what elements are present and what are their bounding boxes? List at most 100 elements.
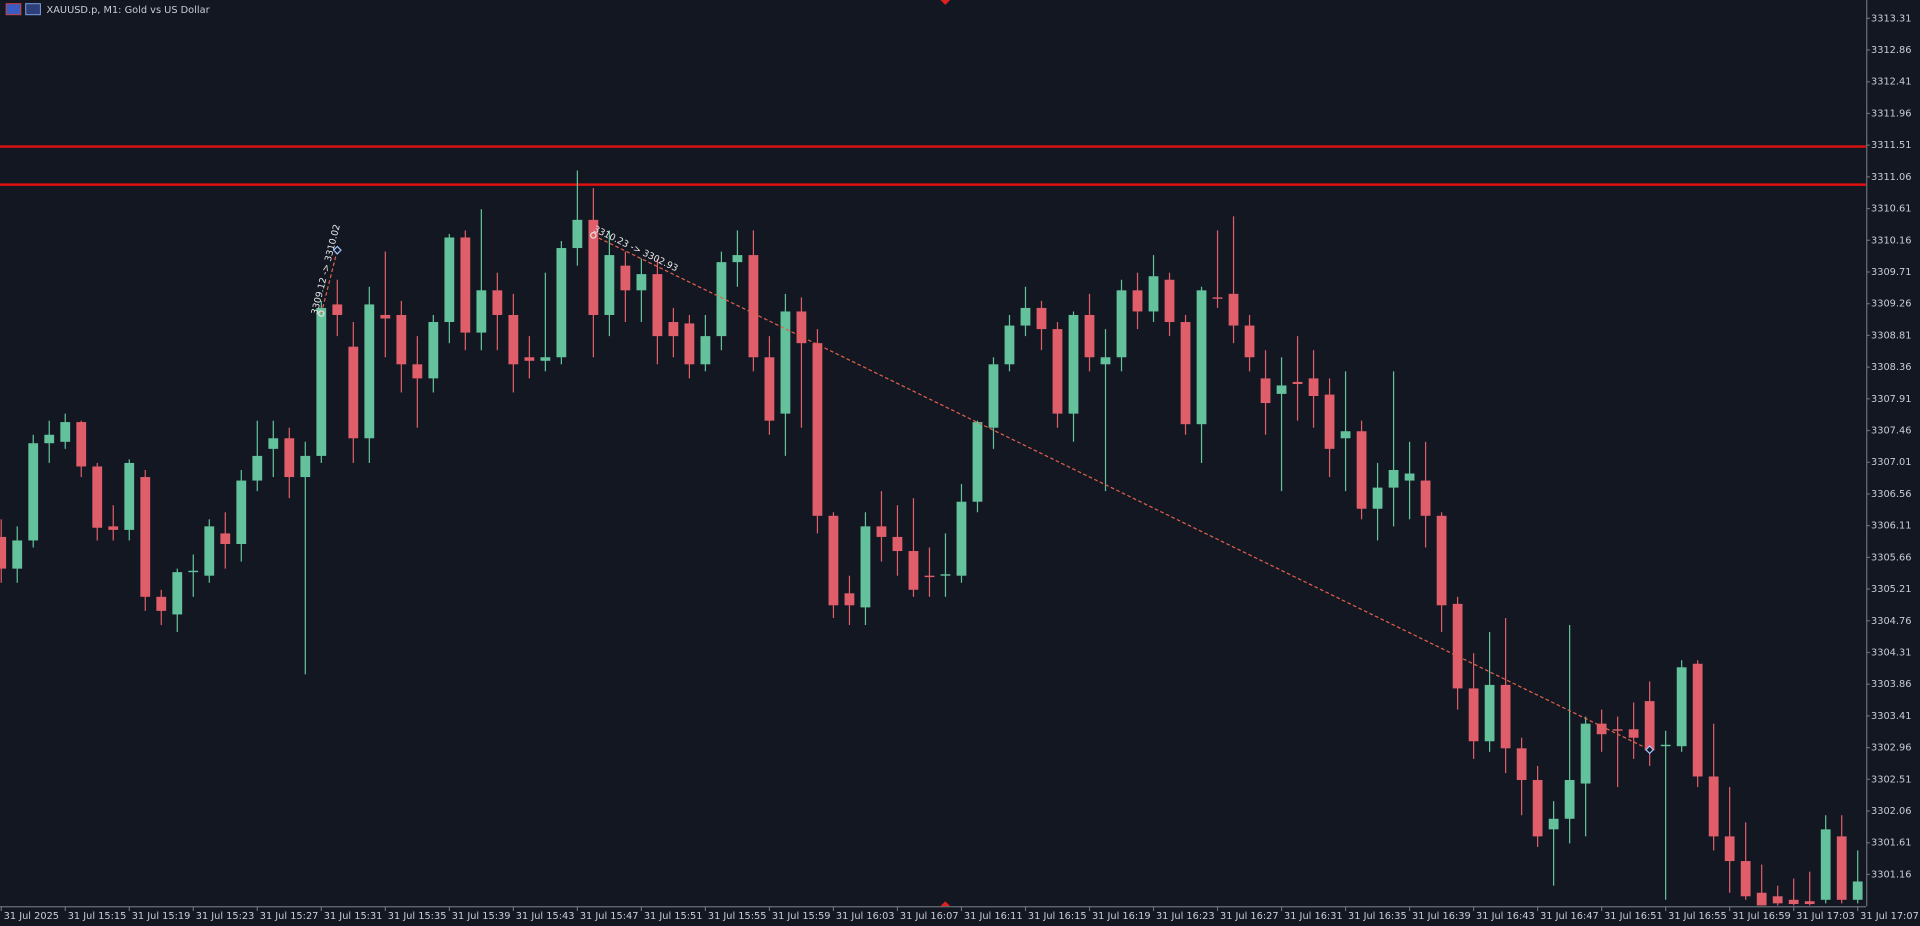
candle-body	[316, 307, 327, 456]
candle-body	[1788, 899, 1799, 905]
candle-body	[876, 526, 887, 537]
y-tick-label: 3311.51	[1871, 140, 1911, 151]
x-tick-label: 31 Jul 15:19	[132, 911, 191, 922]
candle-body	[668, 322, 679, 337]
candle-body	[1356, 431, 1367, 509]
candle-body	[1260, 378, 1271, 404]
candle-body	[892, 536, 903, 552]
x-tick-label: 31 Jul 16:23	[1156, 911, 1215, 922]
candle-body	[780, 311, 791, 414]
candle-body	[764, 357, 775, 421]
y-tick-label: 3302.51	[1871, 774, 1911, 785]
x-tick-label: 31 Jul 16:07	[900, 911, 959, 922]
candle-body	[1244, 325, 1255, 358]
candle-body	[0, 536, 7, 569]
symbol-icon	[5, 3, 41, 16]
candle-body	[476, 290, 487, 333]
x-tick-label: 31 Jul 16:59	[1732, 911, 1791, 922]
y-tick-label: 3309.26	[1871, 299, 1911, 310]
candle-body	[812, 343, 823, 516]
candle-body	[1500, 684, 1511, 749]
candle-body	[1228, 293, 1239, 326]
chart-title: XAUUSD.p, M1: Gold vs US Dollar	[47, 5, 211, 16]
candle-body	[236, 480, 247, 544]
y-tick-label: 3309.71	[1871, 267, 1911, 278]
candle-body	[12, 540, 23, 569]
y-tick-label: 3302.06	[1871, 806, 1911, 817]
candle-body	[1836, 836, 1847, 900]
candle-body	[1628, 729, 1639, 738]
trade-open-marker	[590, 232, 597, 239]
candle-body	[1756, 892, 1767, 906]
candle-body	[572, 219, 583, 249]
candle-body	[1292, 381, 1303, 385]
candle-body	[60, 422, 71, 442]
candle-body	[956, 501, 967, 576]
trade-close-marker	[332, 245, 342, 255]
top-marker	[940, 0, 951, 5]
candle-body	[1324, 394, 1335, 449]
x-tick-label: 31 Jul 16:27	[1220, 911, 1279, 922]
x-tick-label: 31 Jul 16:31	[1284, 911, 1343, 922]
x-tick-label: 31 Jul 2025	[4, 911, 59, 922]
y-tick-label: 3306.11	[1871, 521, 1911, 532]
candle-body	[1820, 829, 1831, 900]
y-tick-label: 3305.66	[1871, 552, 1911, 563]
candle-body	[1068, 314, 1079, 414]
candle-body	[1372, 487, 1383, 509]
candle-body	[108, 526, 119, 530]
candle-body	[1020, 307, 1031, 326]
candle-body	[396, 314, 407, 365]
x-tick-label: 31 Jul 17:07	[1860, 911, 1919, 922]
x-tick-label: 31 Jul 15:51	[644, 911, 703, 922]
candle-body	[700, 336, 711, 365]
candle-body	[972, 422, 983, 502]
x-tick-label: 31 Jul 15:23	[196, 911, 255, 922]
candle-body	[1036, 307, 1047, 330]
y-tick-label: 3313.31	[1871, 13, 1911, 24]
candle-body	[1132, 290, 1143, 312]
x-tick-label: 31 Jul 15:59	[772, 911, 831, 922]
candle-body	[1452, 603, 1463, 689]
x-tick-label: 31 Jul 16:11	[964, 911, 1023, 922]
candle-body	[1404, 473, 1415, 481]
x-tick-label: 31 Jul 15:39	[452, 911, 511, 922]
candle-body	[348, 346, 359, 439]
candle-body	[460, 237, 471, 333]
x-tick-label: 31 Jul 15:27	[260, 911, 319, 922]
x-tick-label: 31 Jul 15:47	[580, 911, 639, 922]
candle-body	[444, 237, 455, 323]
candle-body	[604, 255, 615, 315]
candle-body	[540, 357, 551, 361]
candle-body	[204, 526, 215, 576]
y-tick-label: 3307.91	[1871, 394, 1911, 405]
candle-body	[1516, 748, 1527, 781]
x-tick-label: 31 Jul 16:43	[1476, 911, 1535, 922]
candle-body	[1084, 314, 1095, 358]
candle-body	[124, 462, 135, 530]
candle-body	[716, 262, 727, 337]
candle-body	[1692, 663, 1703, 777]
candle-body	[732, 255, 743, 263]
candle-body	[1852, 881, 1863, 900]
candle-body	[188, 570, 199, 573]
candle-body	[1484, 684, 1495, 742]
trade-close-marker	[1645, 745, 1655, 755]
candle-body	[828, 515, 839, 606]
candle-body	[1100, 357, 1111, 365]
candle-body	[1116, 290, 1127, 358]
y-tick-label: 3311.96	[1871, 108, 1911, 119]
candle-body	[300, 455, 311, 478]
y-tick-label: 3302.96	[1871, 743, 1911, 754]
candle-body	[860, 526, 871, 608]
y-tick-label: 3311.06	[1871, 172, 1911, 183]
candle-body	[172, 572, 183, 615]
candle-body	[1180, 322, 1191, 425]
candle-body	[332, 304, 343, 315]
x-tick-label: 31 Jul 16:35	[1348, 911, 1407, 922]
candle-body	[76, 422, 87, 467]
candle-body	[636, 274, 647, 291]
